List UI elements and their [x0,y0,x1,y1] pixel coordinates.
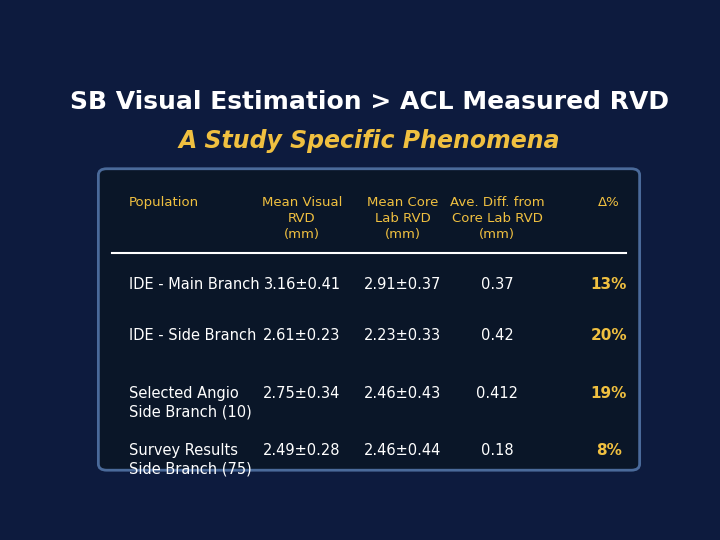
Text: Ave. Diff. from
Core Lab RVD
(mm): Ave. Diff. from Core Lab RVD (mm) [450,196,544,241]
Text: Δ%: Δ% [598,196,620,209]
Text: 0.42: 0.42 [481,328,513,342]
Text: SB Visual Estimation > ACL Measured RVD: SB Visual Estimation > ACL Measured RVD [70,90,668,114]
Text: 0.37: 0.37 [481,277,513,292]
Text: Mean Visual
RVD
(mm): Mean Visual RVD (mm) [262,196,342,241]
Text: 0.18: 0.18 [481,443,513,458]
Text: 2.75±0.34: 2.75±0.34 [264,386,341,401]
Text: Population: Population [129,196,199,209]
Text: 2.49±0.28: 2.49±0.28 [264,443,341,458]
Text: IDE - Side Branch: IDE - Side Branch [129,328,256,342]
Text: 2.91±0.37: 2.91±0.37 [364,277,441,292]
Text: 8%: 8% [596,443,622,458]
FancyBboxPatch shape [99,168,639,470]
Text: Survey Results
Side Branch (75): Survey Results Side Branch (75) [129,443,252,477]
Text: 2.23±0.33: 2.23±0.33 [364,328,441,342]
Text: 2.46±0.44: 2.46±0.44 [364,443,441,458]
Text: A Study Specific Phenomena: A Study Specific Phenomena [178,129,560,153]
Text: 2.46±0.43: 2.46±0.43 [364,386,441,401]
Text: 3.16±0.41: 3.16±0.41 [264,277,341,292]
Text: IDE - Main Branch: IDE - Main Branch [129,277,260,292]
Text: 19%: 19% [590,386,627,401]
Text: 13%: 13% [590,277,627,292]
Text: Mean Core
Lab RVD
(mm): Mean Core Lab RVD (mm) [366,196,438,241]
Text: Selected Angio
Side Branch (10): Selected Angio Side Branch (10) [129,386,252,420]
Text: 0.412: 0.412 [477,386,518,401]
Text: 2.61±0.23: 2.61±0.23 [264,328,341,342]
Text: 20%: 20% [590,328,627,342]
